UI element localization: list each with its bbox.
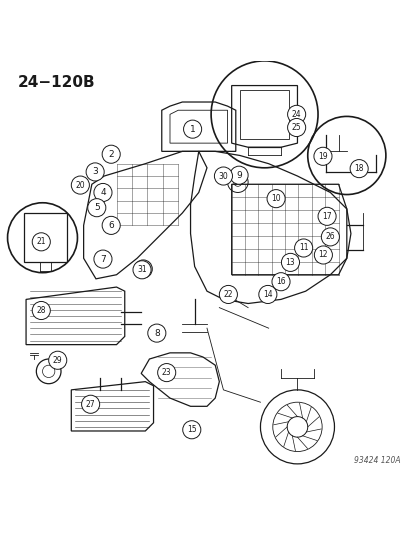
Circle shape — [287, 118, 305, 136]
Text: 10: 10 — [271, 194, 280, 203]
Text: 11: 11 — [298, 244, 308, 253]
Text: 29: 29 — [53, 356, 62, 365]
Circle shape — [138, 264, 148, 274]
Text: 24: 24 — [291, 110, 301, 119]
Text: 1: 1 — [189, 125, 195, 134]
Circle shape — [32, 233, 50, 251]
Circle shape — [134, 260, 152, 278]
Circle shape — [133, 261, 151, 279]
Circle shape — [86, 163, 104, 181]
Circle shape — [266, 190, 285, 208]
Text: 16: 16 — [275, 277, 285, 286]
Circle shape — [230, 166, 247, 184]
Circle shape — [94, 183, 112, 201]
Circle shape — [147, 324, 166, 342]
Text: 20: 20 — [75, 181, 85, 190]
Circle shape — [94, 250, 112, 268]
Text: 2: 2 — [108, 150, 114, 159]
Circle shape — [182, 421, 200, 439]
Circle shape — [214, 167, 232, 185]
Circle shape — [271, 273, 290, 291]
Text: 31: 31 — [137, 265, 147, 274]
Circle shape — [320, 228, 339, 246]
Text: 19: 19 — [317, 152, 327, 161]
Circle shape — [102, 216, 120, 235]
Text: 28: 28 — [36, 306, 46, 315]
Text: 7: 7 — [100, 255, 106, 264]
Text: 18: 18 — [354, 164, 363, 173]
Circle shape — [88, 199, 106, 217]
Circle shape — [81, 395, 100, 413]
Circle shape — [102, 145, 120, 163]
Text: 8: 8 — [154, 329, 159, 337]
Circle shape — [49, 351, 66, 369]
Circle shape — [287, 106, 305, 124]
Text: 25: 25 — [291, 123, 301, 132]
Circle shape — [183, 120, 201, 138]
Text: 24−120B: 24−120B — [18, 75, 95, 90]
Text: 93424 120A: 93424 120A — [353, 456, 399, 465]
Text: 6: 6 — [108, 221, 114, 230]
Text: 26: 26 — [325, 232, 335, 241]
Circle shape — [157, 364, 176, 382]
Text: 14: 14 — [262, 290, 272, 299]
Text: 4: 4 — [100, 188, 105, 197]
Text: 15: 15 — [187, 425, 196, 434]
Text: 22: 22 — [223, 290, 233, 299]
Circle shape — [219, 285, 237, 303]
Text: 17: 17 — [321, 212, 331, 221]
Text: 27: 27 — [85, 400, 95, 409]
Text: 9: 9 — [236, 171, 241, 180]
Circle shape — [294, 239, 312, 257]
Circle shape — [32, 302, 50, 320]
Text: 30: 30 — [218, 172, 228, 181]
Circle shape — [258, 285, 276, 303]
Circle shape — [313, 246, 332, 264]
Text: 5: 5 — [94, 203, 100, 212]
Circle shape — [313, 147, 331, 165]
Text: 21: 21 — [36, 237, 46, 246]
Circle shape — [281, 253, 299, 271]
Circle shape — [317, 207, 335, 225]
Text: 12: 12 — [318, 251, 328, 260]
Text: 3: 3 — [92, 167, 98, 176]
Circle shape — [71, 176, 89, 194]
Text: 13: 13 — [285, 258, 294, 267]
Circle shape — [349, 159, 367, 177]
Text: 23: 23 — [161, 368, 171, 377]
